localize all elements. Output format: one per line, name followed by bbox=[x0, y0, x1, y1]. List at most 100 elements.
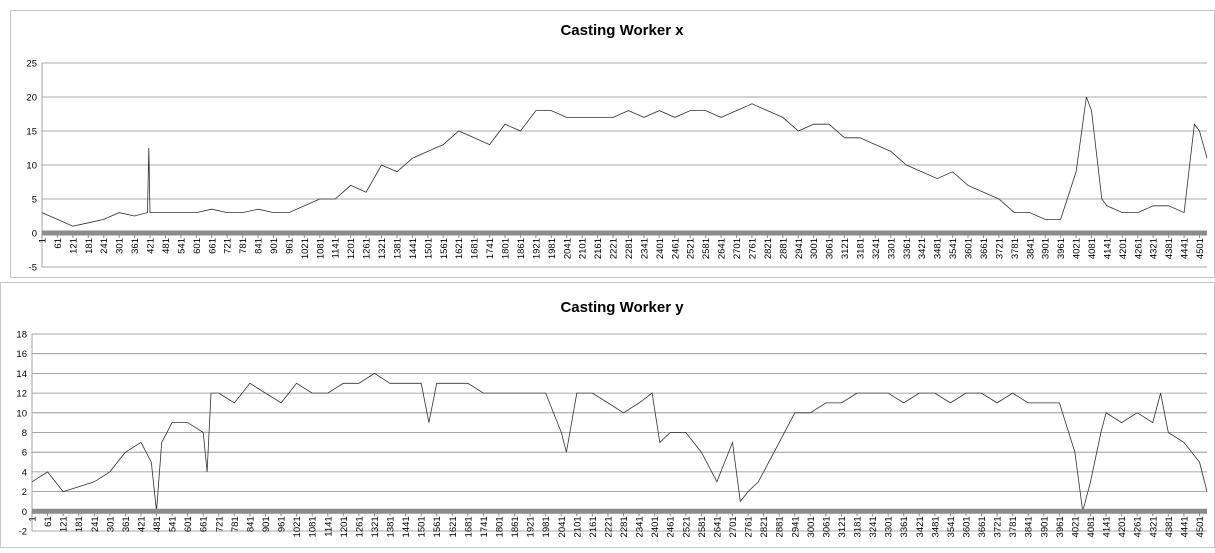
y-tick-label: 10 bbox=[26, 161, 37, 172]
x-tick-label: 3901 bbox=[1039, 516, 1050, 537]
x-tick-label: 4141 bbox=[1102, 238, 1113, 259]
x-tick-label: 3601 bbox=[964, 238, 975, 259]
y-tick-label: 8 bbox=[22, 428, 27, 439]
y-tick-label: 15 bbox=[26, 127, 37, 138]
y-tick-label: -2 bbox=[19, 527, 27, 538]
x-tick-label: 3721 bbox=[993, 516, 1004, 537]
x-tick-label: 4201 bbox=[1118, 238, 1129, 259]
x-tick-label: 3541 bbox=[948, 238, 959, 259]
x-tick-label: 4141 bbox=[1102, 516, 1113, 537]
x-tick-label: 1441 bbox=[408, 238, 419, 259]
x-tick-label: 1801 bbox=[494, 516, 505, 537]
x-tick-label: 3181 bbox=[853, 516, 864, 537]
x-tick-label: 4441 bbox=[1180, 238, 1191, 259]
x-tick-label: 1081 bbox=[308, 516, 319, 537]
x-tick-label: 2041 bbox=[562, 238, 573, 259]
x-tick-label: 1981 bbox=[541, 516, 552, 537]
x-tick-label: 2941 bbox=[794, 238, 805, 259]
x-tick-label: 961 bbox=[284, 238, 295, 254]
x-tick-label: 3301 bbox=[884, 516, 895, 537]
x-tick-label: 1141 bbox=[331, 238, 342, 258]
x-tick-label: 2761 bbox=[744, 516, 755, 537]
x-tick-label: 2701 bbox=[732, 238, 743, 259]
x-tick-label: 901 bbox=[269, 238, 280, 254]
x-tick-label: 3961 bbox=[1056, 238, 1067, 259]
x-tick-label: 2221 bbox=[603, 516, 614, 537]
x-tick-label: 421 bbox=[136, 516, 147, 532]
x-tick-label: 1621 bbox=[454, 238, 465, 259]
y-tick-label: 4 bbox=[22, 467, 27, 478]
y-tick-label: 6 bbox=[22, 448, 27, 459]
x-tick-label: 2341 bbox=[639, 238, 650, 259]
x-tick-label: 2641 bbox=[712, 516, 723, 537]
x-tick-label: 4021 bbox=[1072, 238, 1083, 259]
x-tick-label: 781 bbox=[238, 238, 249, 254]
x-tick-label: 1501 bbox=[423, 238, 434, 259]
x-tick-label: 4021 bbox=[1070, 516, 1081, 537]
data-line bbox=[41, 96, 1208, 227]
x-tick-label: 2761 bbox=[747, 238, 758, 259]
chart-title: Casting Worker x bbox=[560, 22, 684, 39]
x-tick-label: 361 bbox=[130, 238, 141, 254]
x-tick-label: 2401 bbox=[655, 238, 666, 259]
x-tick-label: 1801 bbox=[501, 238, 512, 259]
x-tick-label: 4501 bbox=[1195, 238, 1206, 259]
x-tick-label: 4381 bbox=[1164, 516, 1175, 537]
x-tick-label: 1621 bbox=[448, 516, 459, 537]
x-tick-label: 3061 bbox=[825, 238, 836, 259]
x-tick-label: 4381 bbox=[1164, 238, 1175, 259]
x-tick-label: 2101 bbox=[578, 238, 589, 259]
x-tick-label: 3001 bbox=[806, 516, 817, 537]
x-tick-label: 2881 bbox=[775, 516, 786, 537]
x-tick-label: 1681 bbox=[470, 238, 481, 259]
x-tick-label: 2521 bbox=[686, 238, 697, 259]
x-tick-label: 2401 bbox=[650, 516, 661, 537]
x-tick-label: 2521 bbox=[681, 516, 692, 537]
x-tick-label: 3481 bbox=[933, 238, 944, 259]
x-tick-label: 661 bbox=[199, 516, 210, 532]
chart-panel bbox=[0, 282, 1215, 548]
x-tick-label: 421 bbox=[146, 238, 157, 254]
x-tick-label: 3361 bbox=[899, 516, 910, 537]
y-tick-label: 18 bbox=[16, 330, 27, 341]
y-tick-label: 2 bbox=[22, 487, 27, 498]
x-tick-label: 2041 bbox=[557, 516, 568, 537]
x-tick-label: 4261 bbox=[1133, 516, 1144, 537]
x-tick-label: 3121 bbox=[837, 516, 848, 537]
x-tick-label: 661 bbox=[207, 238, 218, 254]
x-tick-label: 3001 bbox=[809, 238, 820, 259]
x-tick-label: 2461 bbox=[670, 238, 681, 259]
x-tick-label: 3301 bbox=[886, 238, 897, 259]
x-tick-label: 1141 bbox=[323, 516, 334, 536]
x-tick-label: 901 bbox=[261, 516, 272, 532]
x-tick-label: 1561 bbox=[439, 238, 450, 259]
x-tick-label: 1081 bbox=[315, 238, 326, 259]
data-line bbox=[31, 372, 1208, 512]
x-tick-label: 3181 bbox=[855, 238, 866, 259]
x-tick-label: 361 bbox=[121, 516, 132, 532]
x-tick-label: 1741 bbox=[485, 238, 496, 259]
x-tick-label: 3721 bbox=[994, 238, 1005, 259]
x-tick-label: 1861 bbox=[510, 516, 521, 537]
x-tick-label: 3481 bbox=[930, 516, 941, 537]
x-tick-label: 1921 bbox=[531, 238, 542, 259]
x-tick-label: 481 bbox=[161, 238, 172, 254]
x-tick-label: 3241 bbox=[871, 238, 882, 259]
x-tick-label: 1201 bbox=[339, 516, 350, 537]
x-tick-label: 541 bbox=[176, 238, 187, 254]
x-tick-label: 2701 bbox=[728, 516, 739, 537]
chart-panel bbox=[10, 10, 1215, 278]
x-tick-label: 721 bbox=[223, 238, 234, 254]
x-tick-label: 3601 bbox=[961, 516, 972, 537]
x-tick-label: 2821 bbox=[763, 238, 774, 259]
x-tick-label: 1741 bbox=[479, 516, 490, 537]
x-tick-label: 721 bbox=[214, 516, 225, 532]
x-tick-label: 481 bbox=[152, 516, 163, 532]
x-tick-label: 2941 bbox=[790, 516, 801, 537]
x-tick-label: 1 bbox=[38, 238, 49, 243]
x-tick-label: 121 bbox=[68, 238, 79, 254]
y-tick-label: 20 bbox=[26, 93, 37, 104]
y-tick-label: 14 bbox=[16, 369, 27, 380]
y-tick-label: 0 bbox=[22, 507, 27, 518]
